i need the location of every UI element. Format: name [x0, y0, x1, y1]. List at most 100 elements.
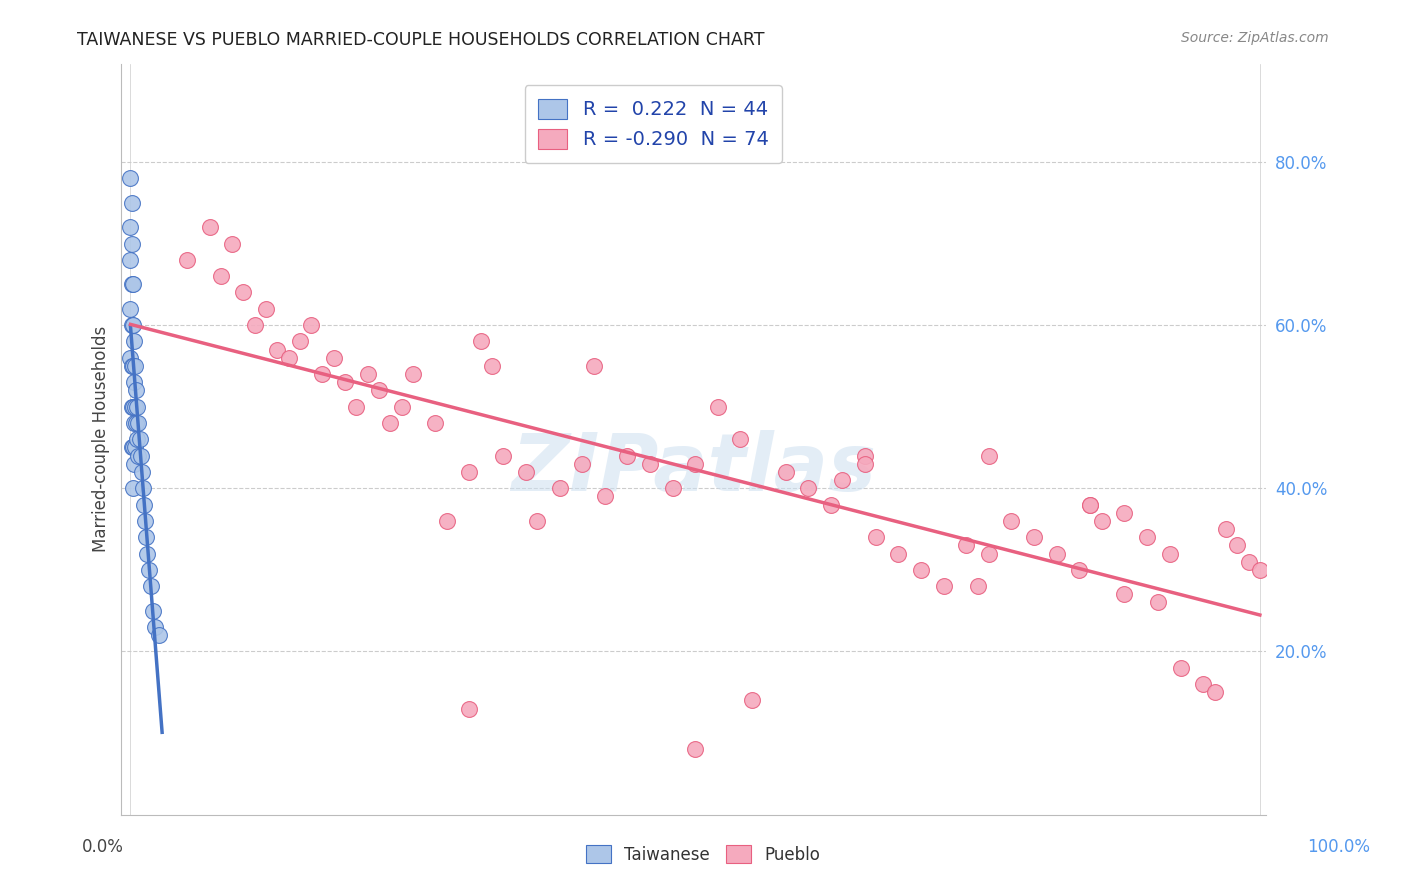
Point [1249, 563, 1271, 577]
Point [706, 400, 728, 414]
Point [1000, 514, 1022, 528]
Point [730, 433, 752, 447]
Point [139, 579, 162, 593]
Y-axis label: Married-couple Households: Married-couple Households [93, 326, 110, 552]
Text: Source: ZipAtlas.com: Source: ZipAtlas.com [1181, 31, 1329, 45]
Point [1091, 514, 1114, 528]
Point [129, 449, 152, 463]
Point [127, 433, 149, 447]
Text: TAIWANESE VS PUEBLO MARRIED-COUPLE HOUSEHOLDS CORRELATION CHART: TAIWANESE VS PUEBLO MARRIED-COUPLE HOUSE… [77, 31, 765, 49]
Point [368, 384, 391, 398]
Text: ZIPatlas: ZIPatlas [510, 430, 876, 508]
Point [135, 530, 157, 544]
Point [582, 359, 605, 373]
Point [638, 457, 661, 471]
Point [853, 449, 876, 463]
Point [1237, 555, 1260, 569]
Point [132, 481, 155, 495]
Point [1069, 563, 1091, 577]
Point [571, 457, 593, 471]
Point [122, 334, 145, 349]
Point [344, 400, 367, 414]
Point [977, 449, 1000, 463]
Point [1080, 498, 1102, 512]
Point [1080, 498, 1102, 512]
Point [820, 498, 842, 512]
Point [121, 481, 143, 495]
Point [425, 416, 447, 430]
Point [661, 481, 683, 495]
Point [1215, 522, 1237, 536]
Point [128, 433, 150, 447]
Point [120, 171, 142, 186]
Point [1192, 677, 1215, 691]
Point [121, 318, 143, 332]
Point [121, 441, 143, 455]
Point [1159, 547, 1181, 561]
Point [121, 195, 143, 210]
Point [356, 367, 378, 381]
Point [932, 579, 955, 593]
Point [120, 351, 142, 365]
Text: 0.0%: 0.0% [82, 838, 124, 855]
Point [125, 416, 148, 430]
Point [243, 318, 266, 332]
Point [124, 400, 146, 414]
Point [122, 416, 145, 430]
Point [176, 252, 198, 267]
Point [120, 220, 142, 235]
Point [775, 465, 797, 479]
Point [887, 547, 910, 561]
Point [121, 400, 143, 414]
Point [121, 359, 143, 373]
Point [1045, 547, 1067, 561]
Point [436, 514, 458, 528]
Point [254, 301, 277, 316]
Point [288, 334, 311, 349]
Point [121, 400, 143, 414]
Point [121, 236, 143, 251]
Point [1147, 595, 1170, 609]
Point [120, 252, 142, 267]
Point [221, 236, 243, 251]
Point [232, 285, 254, 300]
Legend: R =  0.222  N = 44, R = -0.290  N = 74: R = 0.222 N = 44, R = -0.290 N = 74 [524, 85, 782, 163]
Point [955, 538, 977, 552]
Point [593, 490, 616, 504]
Point [1204, 685, 1226, 699]
Point [121, 277, 143, 292]
Point [492, 449, 515, 463]
Point [458, 465, 481, 479]
Point [910, 563, 932, 577]
Point [120, 301, 142, 316]
Point [299, 318, 322, 332]
Point [138, 563, 160, 577]
Point [797, 481, 820, 495]
Point [148, 628, 170, 642]
Point [1114, 506, 1136, 520]
Point [127, 400, 149, 414]
Point [132, 498, 155, 512]
Point [831, 473, 853, 487]
Point [616, 449, 638, 463]
Point [198, 220, 221, 235]
Text: 100.0%: 100.0% [1308, 838, 1369, 855]
Point [121, 277, 143, 292]
Point [1022, 530, 1045, 544]
Point [526, 514, 548, 528]
Point [122, 457, 145, 471]
Point [322, 351, 344, 365]
Point [1114, 587, 1136, 601]
Point [1136, 530, 1159, 544]
Point [122, 375, 145, 389]
Point [683, 457, 706, 471]
Point [977, 547, 1000, 561]
Point [266, 343, 288, 357]
Point [515, 465, 537, 479]
Point [136, 547, 159, 561]
Point [741, 693, 763, 707]
Point [683, 742, 706, 756]
Point [121, 318, 143, 332]
Point [127, 449, 149, 463]
Point [548, 481, 571, 495]
